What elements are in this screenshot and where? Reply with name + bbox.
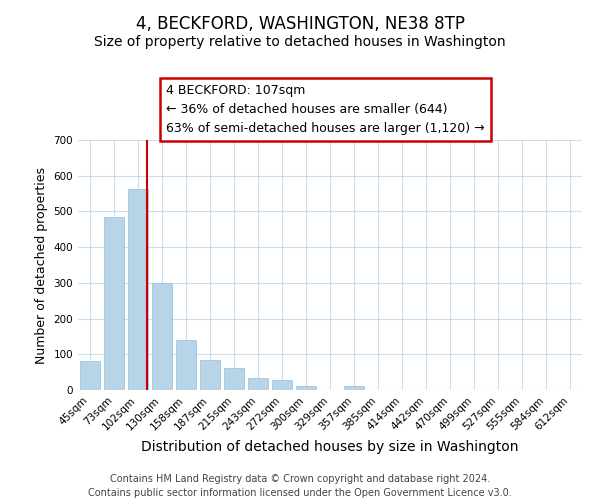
Bar bbox=[248, 378, 268, 390]
Bar bbox=[80, 360, 100, 390]
X-axis label: Distribution of detached houses by size in Washington: Distribution of detached houses by size … bbox=[141, 440, 519, 454]
Bar bbox=[344, 386, 364, 390]
Y-axis label: Number of detached properties: Number of detached properties bbox=[35, 166, 48, 364]
Text: Contains HM Land Registry data © Crown copyright and database right 2024.
Contai: Contains HM Land Registry data © Crown c… bbox=[88, 474, 512, 498]
Bar bbox=[128, 190, 148, 390]
Bar bbox=[224, 368, 244, 390]
Bar bbox=[296, 386, 316, 390]
Text: 4, BECKFORD, WASHINGTON, NE38 8TP: 4, BECKFORD, WASHINGTON, NE38 8TP bbox=[136, 15, 464, 33]
Bar bbox=[200, 360, 220, 390]
Bar bbox=[104, 217, 124, 390]
Bar bbox=[152, 282, 172, 390]
Bar bbox=[176, 340, 196, 390]
Text: 4 BECKFORD: 107sqm
← 36% of detached houses are smaller (644)
63% of semi-detach: 4 BECKFORD: 107sqm ← 36% of detached hou… bbox=[166, 84, 485, 135]
Text: Size of property relative to detached houses in Washington: Size of property relative to detached ho… bbox=[94, 35, 506, 49]
Bar bbox=[272, 380, 292, 390]
